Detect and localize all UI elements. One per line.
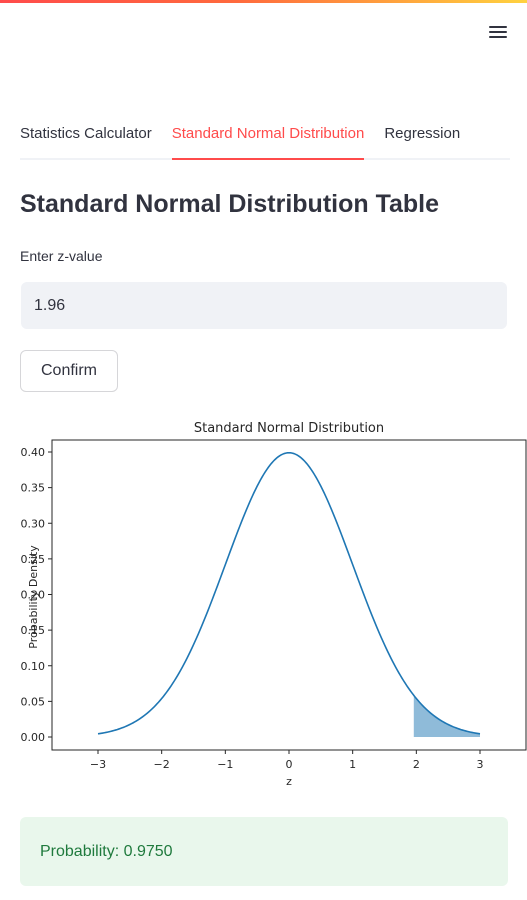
- menu-line: [489, 31, 507, 33]
- y-tick-label: 0.10: [21, 660, 46, 673]
- tab-statistics-calculator[interactable]: Statistics Calculator: [20, 125, 152, 142]
- x-tick-label: 0: [286, 758, 293, 771]
- chart-title: Standard Normal Distribution: [194, 421, 384, 436]
- x-tick-label: 1: [349, 758, 356, 771]
- y-tick-label: 0.30: [21, 517, 46, 530]
- x-tick-label: 2: [413, 758, 420, 771]
- x-tick-label: −1: [217, 758, 233, 771]
- pdf-curve: [97, 451, 481, 735]
- tab-regression[interactable]: Regression: [384, 125, 461, 142]
- probability-result-text: Probability: 0.9750: [40, 842, 173, 860]
- x-axis-label: z: [286, 775, 292, 788]
- x-tick-label: −2: [154, 758, 170, 771]
- z-value-input[interactable]: [21, 282, 507, 329]
- plot-frame: [51, 439, 527, 751]
- z-value-label: Enter z-value: [20, 248, 103, 264]
- y-tick-label: 0.20: [21, 589, 46, 602]
- y-axis-label: Probability Density: [27, 545, 40, 649]
- hamburger-menu-icon[interactable]: [484, 20, 512, 44]
- tab-standard-normal-distribution[interactable]: Standard Normal Distribution: [171, 112, 364, 160]
- y-tick-label: 0.35: [21, 482, 46, 495]
- tail-area-shading: [413, 695, 480, 737]
- normal-distribution-chart: Standard Normal Distribution 0.00 0.05 0.1…: [0, 405, 527, 800]
- y-tick-label: 0.05: [21, 695, 46, 708]
- confirm-button[interactable]: Confirm: [20, 350, 118, 392]
- top-decoration-bar: [0, 0, 527, 3]
- y-tick-label: 0.40: [21, 446, 46, 459]
- x-axis-ticks: −3 −2 −1 0 1 2 3: [90, 750, 484, 771]
- chart-svg: Standard Normal Distribution 0.00 0.05 0.1…: [21, 421, 527, 788]
- x-tick-label: −3: [90, 758, 106, 771]
- y-axis-ticks: 0.00 0.05 0.10 0.15 0.20 0.25 0.30 0.35 0.40: [21, 446, 52, 744]
- menu-line: [489, 26, 507, 28]
- y-tick-label: 0.15: [21, 624, 46, 637]
- menu-line: [489, 36, 507, 38]
- tab-bar: Statistics Calculator Standard Normal Di…: [20, 112, 510, 160]
- y-tick-label: 0.25: [21, 553, 46, 566]
- probability-result-box: Probability: 0.9750: [20, 817, 508, 886]
- page-title: Standard Normal Distribution Table: [20, 190, 440, 218]
- x-tick-label: 3: [477, 758, 484, 771]
- y-tick-label: 0.00: [21, 731, 46, 744]
